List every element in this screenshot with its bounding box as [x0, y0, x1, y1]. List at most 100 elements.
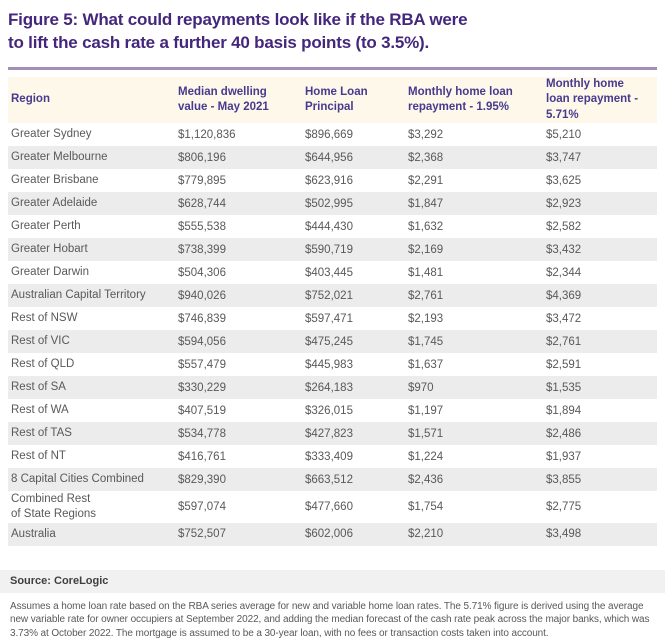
- value-cell: $3,747: [546, 151, 582, 164]
- region-cell: Australia: [11, 527, 56, 540]
- value-cell: $534,778: [178, 427, 226, 440]
- value-cell: $752,021: [305, 289, 353, 302]
- table-row: Greater Brisbane $779,895 $623,916 $2,291 $3…: [8, 169, 657, 192]
- value-cell: $2,169: [408, 243, 444, 256]
- table-body: Greater Sydney $1,120,836 $896,669 $3,292 $5…: [8, 123, 657, 546]
- region-cell: Greater Sydney: [11, 128, 92, 141]
- column-header-loan-principal: Home Loan Principal: [302, 77, 405, 123]
- table-row: Greater Melbourne $806,196 $644,956 $2,368 $…: [8, 146, 657, 169]
- value-cell: $2,923: [546, 197, 582, 210]
- value-cell: $602,006: [305, 528, 353, 541]
- region-cell: Rest of NT: [11, 450, 66, 463]
- value-cell: $475,245: [305, 335, 353, 348]
- value-cell: $3,625: [546, 174, 582, 187]
- region-cell: Greater Darwin: [11, 266, 89, 279]
- value-cell: $779,895: [178, 174, 226, 187]
- table-row: Rest of NT $416,761 $333,409 $1,224 $1,937: [8, 445, 657, 468]
- region-cell: Rest of TAS: [11, 427, 72, 440]
- value-cell: $1,224: [408, 450, 444, 463]
- table-row: Combined Rest of State Regions $597,074 $4…: [8, 491, 657, 523]
- value-cell: $3,432: [546, 243, 582, 256]
- value-cell: $2,291: [408, 174, 444, 187]
- region-cell: Rest of WA: [11, 404, 69, 417]
- region-cell: Greater Perth: [11, 220, 81, 233]
- table-row: Rest of QLD $557,479 $445,983 $1,637 $2,591: [8, 353, 657, 376]
- value-cell: $594,056: [178, 335, 226, 348]
- table-row: Rest of WA $407,519 $326,015 $1,197 $1,894: [8, 399, 657, 422]
- value-cell: $445,983: [305, 358, 353, 371]
- value-cell: $2,344: [546, 266, 582, 279]
- value-cell: $970: [408, 381, 434, 394]
- value-cell: $738,399: [178, 243, 226, 256]
- value-cell: $1,571: [408, 427, 444, 440]
- table-row: Australia $752,507 $602,006 $2,210 $3,498: [8, 522, 657, 546]
- region-cell: Rest of NSW: [11, 312, 78, 325]
- value-cell: $2,582: [546, 220, 582, 233]
- value-cell: $1,481: [408, 266, 444, 279]
- value-cell: $407,519: [178, 404, 226, 417]
- value-cell: $1,535: [546, 381, 582, 394]
- value-cell: $3,498: [546, 528, 582, 541]
- value-cell: $416,761: [178, 450, 226, 463]
- title-divider-rule: [8, 67, 657, 70]
- column-header-repayment-195: Monthly home loan repayment - 1.95%: [405, 77, 543, 123]
- value-cell: $555,538: [178, 220, 226, 233]
- value-cell: $2,368: [408, 151, 444, 164]
- value-cell: $504,306: [178, 266, 226, 279]
- table-row: Rest of NSW $746,839 $597,471 $2,193 $3,472: [8, 307, 657, 330]
- table-row: Australian Capital Territory $940,026 $752…: [8, 284, 657, 307]
- region-cell: Greater Brisbane: [11, 174, 99, 187]
- table-row: Greater Hobart $738,399 $590,719 $2,169 $3,4…: [8, 238, 657, 261]
- region-cell: Combined Rest of State Regions: [11, 493, 97, 520]
- column-header-repayment-571: Monthly home loan repayment - 5.71%: [543, 77, 657, 123]
- region-cell: Greater Hobart: [11, 243, 88, 256]
- value-cell: $5,210: [546, 128, 582, 141]
- figure-title: Figure 5: What could repayments look lik…: [8, 10, 468, 52]
- value-cell: $2,761: [408, 289, 444, 302]
- value-cell: $1,847: [408, 197, 444, 210]
- value-cell: $403,445: [305, 266, 353, 279]
- value-cell: $326,015: [305, 404, 353, 417]
- value-cell: $663,512: [305, 473, 353, 486]
- value-cell: $502,995: [305, 197, 353, 210]
- region-cell: Rest of QLD: [11, 358, 75, 371]
- value-cell: $477,660: [305, 500, 353, 513]
- value-cell: $3,855: [546, 473, 582, 486]
- value-cell: $1,745: [408, 335, 444, 348]
- value-cell: $4,369: [546, 289, 582, 302]
- value-cell: $264,183: [305, 381, 353, 394]
- table-row: Rest of VIC $594,056 $475,245 $1,745 $2,761: [8, 330, 657, 353]
- value-cell: $3,292: [408, 128, 444, 141]
- value-cell: $628,744: [178, 197, 226, 210]
- value-cell: $1,754: [408, 500, 444, 513]
- column-header-median-value: Median dwelling value - May 2021: [175, 77, 302, 123]
- value-cell: $597,074: [178, 500, 226, 513]
- value-cell: $3,472: [546, 312, 582, 325]
- value-cell: $1,894: [546, 404, 582, 417]
- table-header: Region Median dwelling value - May 2021 …: [8, 77, 657, 123]
- figure-5-container: Figure 5: What could repayments look lik…: [0, 8, 665, 640]
- value-cell: $896,669: [305, 128, 353, 141]
- source-band: Source: CoreLogic: [0, 569, 665, 593]
- value-cell: $2,210: [408, 528, 444, 541]
- value-cell: $597,471: [305, 312, 353, 325]
- footnote: Assumes a home loan rate based on the RB…: [10, 600, 650, 639]
- region-cell: Rest of SA: [11, 381, 66, 394]
- value-cell: $590,719: [305, 243, 353, 256]
- value-cell: $1,937: [546, 450, 582, 463]
- value-cell: $2,775: [546, 500, 582, 513]
- value-cell: $557,479: [178, 358, 226, 371]
- header-row: Region Median dwelling value - May 2021 …: [8, 77, 657, 123]
- value-cell: $330,229: [178, 381, 226, 394]
- region-cell: Greater Melbourne: [11, 151, 108, 164]
- value-cell: $2,436: [408, 473, 444, 486]
- value-cell: $1,120,836: [178, 128, 236, 141]
- value-cell: $333,409: [305, 450, 353, 463]
- value-cell: $746,839: [178, 312, 226, 325]
- repayments-table: Region Median dwelling value - May 2021 …: [8, 77, 657, 546]
- value-cell: $2,591: [546, 358, 582, 371]
- value-cell: $644,956: [305, 151, 353, 164]
- table-row: Greater Darwin $504,306 $403,445 $1,481 $2,3…: [8, 261, 657, 284]
- value-cell: $444,430: [305, 220, 353, 233]
- column-header-region: Region: [8, 77, 175, 123]
